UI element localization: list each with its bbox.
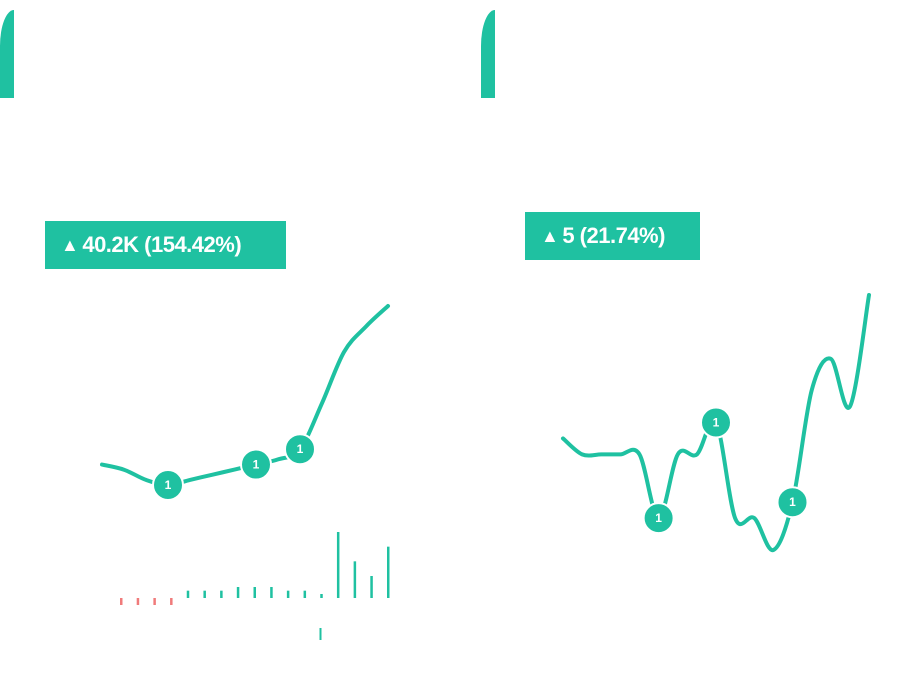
left-kpi-panel: ▲ 40.2K (154.42%) 1 1 1 (0, 10, 390, 640)
bar-positive (220, 590, 223, 598)
event-marker-label: 1 (789, 495, 796, 509)
bar-positive (286, 590, 290, 598)
bar-positive (186, 590, 190, 598)
event-marker-label: 1 (655, 511, 662, 525)
bar-negative (136, 598, 140, 605)
right-line-chart: 1 1 1 (561, 293, 871, 552)
bar-positive (303, 590, 307, 598)
event-marker[interactable] (152, 469, 184, 501)
event-marker[interactable] (776, 486, 809, 519)
bar-negative (170, 598, 173, 605)
up-arrow-icon: ▲ (61, 234, 79, 255)
event-marker[interactable] (700, 406, 732, 439)
event-marker-label: 1 (713, 416, 720, 430)
bar-positive (253, 587, 256, 598)
bar-negative (153, 598, 156, 605)
event-marker-label: 1 (297, 442, 304, 456)
series-line (561, 293, 871, 552)
bar-positive (270, 587, 273, 598)
up-arrow-icon: ▲ (541, 225, 559, 246)
bar-positive (336, 532, 340, 598)
event-marker-label: 1 (165, 478, 172, 492)
bar-positive (387, 546, 390, 598)
bar-positive (236, 587, 240, 598)
bar-negative (120, 598, 123, 605)
accent-bar (0, 10, 14, 98)
left-line-chart: 1 1 1 (100, 304, 390, 640)
change-badge-text: 40.2K (154.42%) (82, 232, 242, 257)
event-marker-label: 1 (253, 458, 260, 472)
bar-tick (319, 628, 322, 640)
bar-positive (370, 576, 373, 598)
accent-bar (481, 10, 495, 98)
event-marker[interactable] (642, 502, 675, 535)
change-badge-text: 5 (21.74%) (562, 223, 665, 248)
right-kpi-panel: ▲ 5 (21.74%) 1 1 1 (460, 0, 919, 684)
bar-positive (320, 594, 323, 598)
event-marker[interactable] (240, 448, 272, 481)
bar-positive (203, 590, 206, 598)
change-badge: ▲ 40.2K (154.42%) (45, 221, 286, 269)
bar-positive (353, 561, 357, 598)
event-marker[interactable] (284, 433, 316, 466)
change-badge: ▲ 5 (21.74%) (525, 212, 700, 260)
